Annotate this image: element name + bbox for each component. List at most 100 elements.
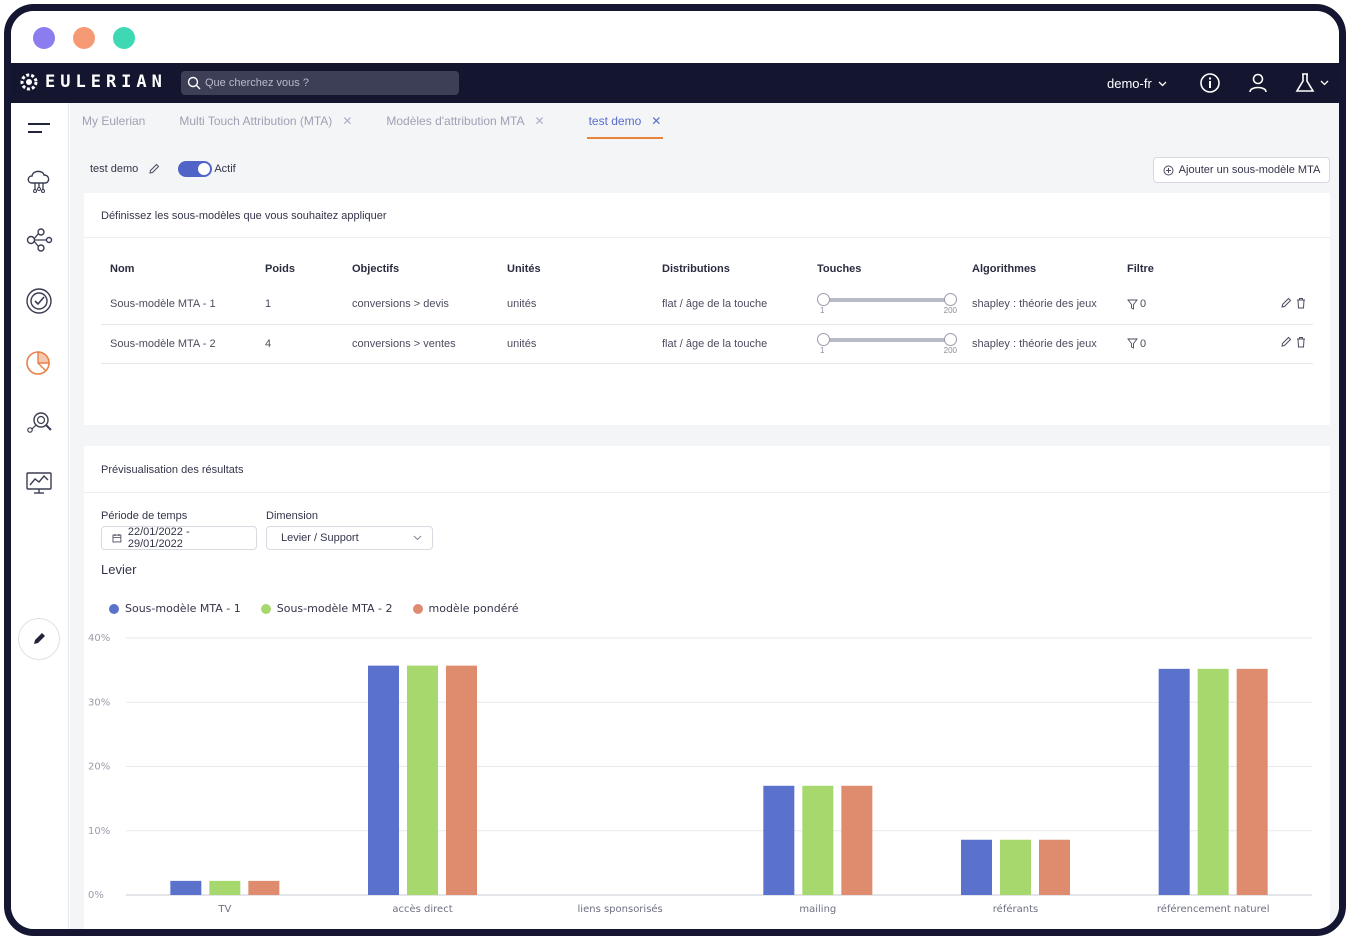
- account-switcher[interactable]: demo-fr: [1107, 76, 1167, 91]
- legend-swatch: [412, 603, 423, 614]
- edit-name-icon[interactable]: [148, 163, 160, 175]
- range-min-handle[interactable]: [817, 293, 830, 307]
- period-label: Période de temps: [101, 510, 188, 522]
- tab-mta[interactable]: Multi Touch Attribution (MTA) ✕: [167, 103, 364, 139]
- row-touches: 1 200: [808, 285, 963, 325]
- chart-legend: Sous-modèle MTA - 1 Sous-modèle MTA - 2 …: [109, 602, 519, 615]
- delete-row-icon[interactable]: [1295, 297, 1307, 309]
- add-submodel-button[interactable]: Ajouter un sous-modèle MTA: [1153, 157, 1330, 183]
- close-tab-icon[interactable]: ✕: [342, 114, 353, 128]
- legend-item[interactable]: modèle pondéré: [412, 602, 519, 615]
- logo-text: EULERIAN: [45, 72, 167, 92]
- menu-icon[interactable]: [24, 113, 54, 143]
- bar-chart: 0% 10% 20% 30% 40% TV accès direct liens sponso…: [88, 633, 1312, 915]
- legend-item[interactable]: Sous-modèle MTA - 2: [260, 602, 393, 615]
- close-tab-icon[interactable]: ✕: [534, 114, 545, 128]
- edit-row-icon[interactable]: [1280, 297, 1292, 309]
- window-close-dot[interactable]: [33, 27, 55, 49]
- touches-range-slider[interactable]: 1 200: [817, 332, 957, 356]
- tab-mta-models[interactable]: Modèles d'attribution MTA ✕: [374, 103, 556, 139]
- edit-fab-button[interactable]: [18, 618, 60, 660]
- tab-label: test demo: [588, 114, 642, 128]
- row-touches: 1 200: [808, 324, 963, 364]
- row-unit: unités: [498, 285, 653, 325]
- x-tick-label: accès direct: [392, 903, 452, 915]
- plus-circle-icon: [1163, 165, 1174, 175]
- col-name-header: Nom: [110, 263, 135, 275]
- lab-flask-icon[interactable]: [1294, 72, 1316, 94]
- submodels-title: Définissez les sous-modèles que vous sou…: [101, 210, 387, 222]
- cloud-data-icon[interactable]: [24, 165, 54, 195]
- chart-bar: [961, 839, 992, 895]
- active-toggle[interactable]: [178, 161, 213, 177]
- chart-bar: [1000, 839, 1031, 895]
- table-header-row: Nom Poids Objectifs Unités Distributions…: [101, 253, 1313, 285]
- range-min-label: 1: [820, 345, 825, 355]
- chart-bar: [446, 665, 477, 895]
- chart-bar: [170, 880, 202, 895]
- dimension-select[interactable]: Levier / Support: [266, 526, 433, 550]
- chart-bar: [1197, 668, 1229, 895]
- chart-section-title: Levier: [101, 562, 137, 577]
- info-icon[interactable]: [1199, 72, 1221, 94]
- chevron-down-icon: [413, 535, 422, 541]
- tab-label: Multi Touch Attribution (MTA): [179, 114, 333, 128]
- pie-chart-icon[interactable]: [24, 347, 54, 377]
- range-min-label: 1: [820, 306, 825, 316]
- range-max-handle[interactable]: [944, 293, 957, 307]
- search-icon: [187, 76, 201, 90]
- chart-bar: [209, 880, 241, 895]
- period-date-picker[interactable]: 22/01/2022 - 29/01/2022: [101, 526, 257, 550]
- chart-bar: [841, 785, 873, 895]
- monitor-chart-icon[interactable]: [24, 468, 54, 498]
- range-max-handle[interactable]: [944, 332, 957, 346]
- row-objective: conversions > devis: [343, 285, 498, 325]
- search-analytics-icon[interactable]: [24, 408, 54, 438]
- y-tick-label: 30%: [88, 697, 110, 708]
- legend-item[interactable]: Sous-modèle MTA - 1: [109, 602, 241, 615]
- table-row[interactable]: Sous-modèle MTA - 1 1 conversions > devi…: [101, 285, 1313, 325]
- window-minimize-dot[interactable]: [73, 27, 95, 49]
- dimension-label: Dimension: [266, 510, 318, 522]
- network-nodes-icon[interactable]: [24, 225, 54, 255]
- lab-chevron-down-icon[interactable]: [1320, 80, 1329, 86]
- legend-label: Sous-modèle MTA - 1: [125, 602, 241, 615]
- window-maximize-dot[interactable]: [113, 27, 135, 49]
- tab-label: My Eulerian: [82, 114, 146, 128]
- chart-bar: [1236, 668, 1268, 895]
- table-row[interactable]: Sous-modèle MTA - 2 4 conversions > vent…: [101, 324, 1313, 364]
- chart-bar: [407, 665, 438, 895]
- filter-icon: [1127, 338, 1138, 349]
- tab-label: Modèles d'attribution MTA: [386, 114, 525, 128]
- search-input[interactable]: [205, 77, 445, 89]
- card-divider: [84, 492, 1330, 493]
- main-content: My Eulerian Multi Touch Attribution (MTA…: [70, 103, 1339, 929]
- model-name: test demo: [90, 163, 139, 175]
- target-check-icon[interactable]: [24, 286, 54, 316]
- close-tab-icon[interactable]: ✕: [651, 114, 662, 128]
- touches-range-slider[interactable]: 1 200: [817, 292, 957, 316]
- period-value: 22/01/2022 - 29/01/2022: [127, 526, 190, 550]
- user-icon[interactable]: [1247, 72, 1269, 94]
- brand-logo[interactable]: EULERIAN: [19, 72, 167, 92]
- edit-row-icon[interactable]: [1280, 336, 1292, 348]
- range-min-handle[interactable]: [817, 332, 830, 346]
- chart-bar: [248, 880, 280, 895]
- row-name: Sous-modèle MTA - 1: [101, 285, 256, 325]
- legend-label: modèle pondéré: [428, 602, 519, 615]
- row-filter[interactable]: 0: [1118, 285, 1198, 325]
- model-header: test demo Actif: [90, 161, 236, 177]
- row-weight: 1: [256, 285, 343, 325]
- col-filter-header: Filtre: [1127, 263, 1154, 275]
- tab-my-eulerian[interactable]: My Eulerian: [70, 103, 157, 139]
- row-weight: 4: [256, 324, 343, 364]
- delete-row-icon[interactable]: [1295, 336, 1307, 348]
- row-filter[interactable]: 0: [1118, 324, 1198, 364]
- y-tick-label: 20%: [88, 762, 110, 773]
- logo-gear-icon: [20, 73, 38, 91]
- global-search[interactable]: [181, 71, 459, 95]
- tab-test-demo[interactable]: test demo ✕: [577, 103, 674, 139]
- range-track: [823, 298, 951, 303]
- add-submodel-label: Ajouter un sous-modèle MTA: [1178, 164, 1321, 176]
- submodels-table: Nom Poids Objectifs Unités Distributions…: [101, 253, 1313, 364]
